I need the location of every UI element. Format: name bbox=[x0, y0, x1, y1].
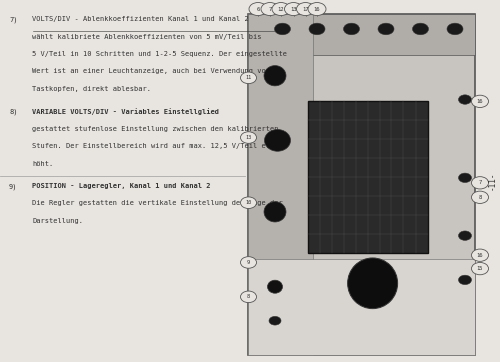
Circle shape bbox=[240, 257, 256, 268]
Text: Darstellung.: Darstellung. bbox=[32, 218, 84, 224]
Circle shape bbox=[472, 191, 488, 203]
Text: 9: 9 bbox=[247, 260, 250, 265]
Circle shape bbox=[472, 95, 488, 108]
Text: 7): 7) bbox=[9, 16, 18, 23]
Circle shape bbox=[472, 249, 488, 261]
Ellipse shape bbox=[264, 130, 290, 151]
Text: Die Regler gestatten die vertikale Einstellung der lage der: Die Regler gestatten die vertikale Einst… bbox=[32, 201, 283, 206]
Text: Wert ist an einer Leuchtanzeige, auch bei Verwendung von: Wert ist an einer Leuchtanzeige, auch be… bbox=[32, 68, 270, 75]
Text: 13: 13 bbox=[290, 7, 297, 12]
Circle shape bbox=[458, 173, 471, 182]
Circle shape bbox=[240, 291, 256, 303]
Text: -11-: -11- bbox=[488, 172, 497, 190]
Text: 17: 17 bbox=[302, 7, 309, 12]
Text: 7: 7 bbox=[268, 7, 272, 12]
Text: wählt kalibriete Ablenkkoeffizienten von 5 mV/Teil bis: wählt kalibriete Ablenkkoeffizienten von… bbox=[32, 34, 262, 40]
Circle shape bbox=[274, 23, 290, 35]
Bar bbox=[248, 260, 475, 355]
Text: 6: 6 bbox=[256, 7, 260, 12]
Text: 5 V/Teil in 10 Schritten und 1-2-5 Sequenz. Der eingestellte: 5 V/Teil in 10 Schritten und 1-2-5 Seque… bbox=[32, 51, 288, 57]
Text: 9): 9) bbox=[9, 183, 18, 190]
Text: VARIABLE VOLTS/DIV - Variables Einstellglied: VARIABLE VOLTS/DIV - Variables Einstellg… bbox=[32, 108, 220, 115]
Circle shape bbox=[458, 275, 471, 285]
Circle shape bbox=[261, 3, 279, 16]
Text: 16: 16 bbox=[477, 253, 483, 258]
Circle shape bbox=[269, 316, 281, 325]
Text: POSITION - Lageregler, Kanal 1 und Kanal 2: POSITION - Lageregler, Kanal 1 und Kanal… bbox=[32, 183, 211, 189]
Circle shape bbox=[309, 23, 325, 35]
Circle shape bbox=[458, 95, 471, 104]
Ellipse shape bbox=[268, 280, 282, 293]
Text: 13: 13 bbox=[246, 135, 252, 140]
Circle shape bbox=[458, 231, 471, 240]
Text: 7: 7 bbox=[478, 180, 482, 185]
Circle shape bbox=[240, 72, 256, 84]
Text: 11: 11 bbox=[246, 75, 252, 80]
Bar bbox=[248, 14, 312, 355]
Circle shape bbox=[296, 3, 314, 16]
Text: 15: 15 bbox=[477, 266, 483, 271]
Bar bbox=[248, 14, 475, 355]
Bar bbox=[308, 101, 428, 253]
Ellipse shape bbox=[348, 258, 398, 309]
Bar bbox=[248, 14, 475, 55]
Circle shape bbox=[447, 23, 463, 35]
Text: 10: 10 bbox=[246, 200, 252, 205]
Circle shape bbox=[284, 3, 302, 16]
Text: VOLTS/DIV - Ablenkkoeffizienten Kanal 1 und Kanal 2: VOLTS/DIV - Ablenkkoeffizienten Kanal 1 … bbox=[32, 16, 249, 22]
Ellipse shape bbox=[264, 66, 286, 86]
Text: höht.: höht. bbox=[32, 160, 54, 167]
Text: Tastkopfen, direkt ablesbar.: Tastkopfen, direkt ablesbar. bbox=[32, 86, 152, 92]
Circle shape bbox=[240, 197, 256, 209]
Ellipse shape bbox=[264, 202, 286, 222]
Text: 12: 12 bbox=[278, 7, 284, 12]
Circle shape bbox=[378, 23, 394, 35]
Circle shape bbox=[272, 3, 290, 16]
Circle shape bbox=[344, 23, 359, 35]
Circle shape bbox=[308, 3, 326, 16]
Circle shape bbox=[240, 132, 256, 143]
Text: 8): 8) bbox=[9, 108, 18, 115]
Circle shape bbox=[249, 3, 267, 16]
Text: 8: 8 bbox=[247, 294, 250, 299]
Text: gestattet stufenlose Einstellung zwischen den kalibrierten: gestattet stufenlose Einstellung zwische… bbox=[32, 126, 279, 132]
Circle shape bbox=[472, 177, 488, 189]
Text: Stufen. Der Einstellbereich wird auf max. 12,5 V/Teil er-: Stufen. Der Einstellbereich wird auf max… bbox=[32, 143, 275, 149]
Text: 8: 8 bbox=[478, 195, 482, 200]
Circle shape bbox=[472, 262, 488, 275]
Text: 16: 16 bbox=[477, 99, 483, 104]
Text: 16: 16 bbox=[314, 7, 320, 12]
Circle shape bbox=[412, 23, 428, 35]
